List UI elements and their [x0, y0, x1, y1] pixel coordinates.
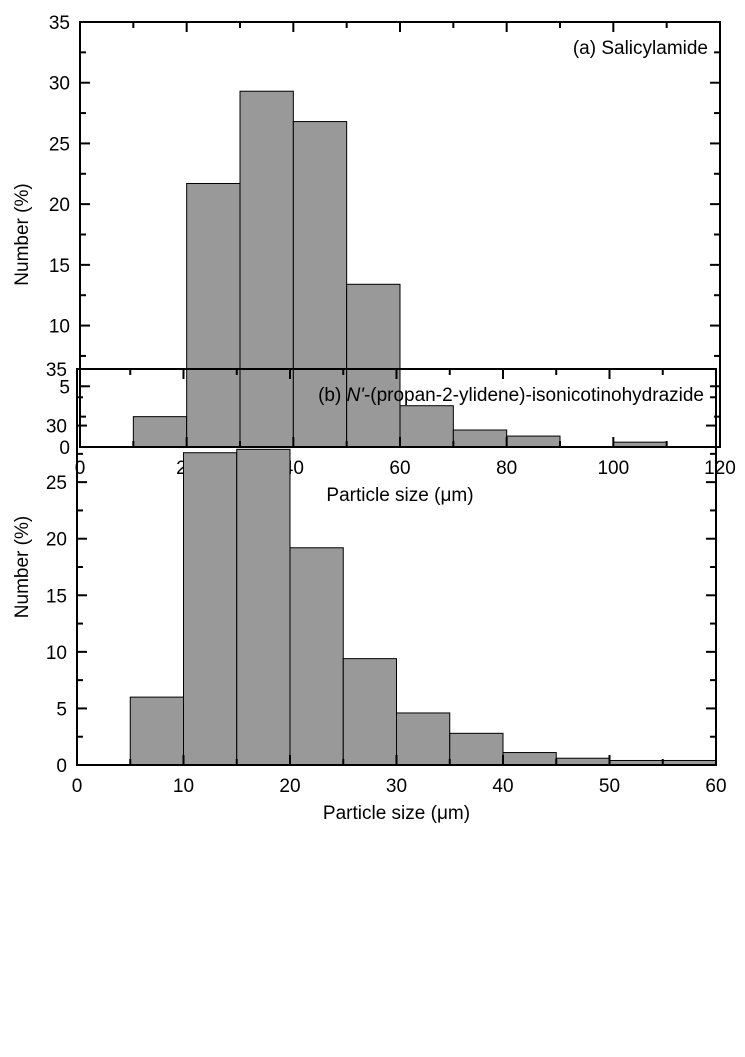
histogram-bar [236, 448, 291, 766]
x-tick-label: 120 [704, 458, 736, 479]
y-tick-label: 5 [59, 377, 70, 398]
y-tick-label: 25 [46, 473, 67, 494]
panel-annotation: (a) Salicylamide [573, 38, 708, 59]
x-tick-label: 0 [72, 776, 83, 797]
y-tick-label: 25 [49, 134, 70, 155]
histogram-bar [452, 429, 508, 448]
y-axis-title: Number (%) [12, 516, 33, 618]
histogram-bar [502, 752, 557, 766]
histogram-bar [555, 757, 610, 766]
x-tick-label: 50 [599, 776, 620, 797]
y-tick-label: 5 [56, 699, 67, 720]
histogram-bar [396, 712, 451, 766]
histogram-bar [186, 183, 241, 448]
chart-panel-a: 05101520253035020406080100120Particle si… [12, 13, 736, 506]
y-tick-label: 0 [59, 438, 70, 459]
histogram-bar [289, 547, 344, 766]
x-tick-label: 80 [496, 458, 517, 479]
histogram-bar [346, 283, 401, 448]
y-tick-label: 30 [46, 417, 67, 438]
y-tick-label: 35 [46, 360, 67, 381]
x-axis-title: Particle size (μm) [326, 485, 473, 506]
y-tick-label: 0 [56, 756, 67, 777]
histogram-bar [449, 732, 504, 766]
x-tick-label: 0 [75, 458, 86, 479]
y-tick-label: 35 [49, 13, 70, 34]
y-tick-label: 20 [46, 530, 67, 551]
histogram-bar [129, 696, 184, 766]
y-tick-label: 10 [46, 643, 67, 664]
histogram-bar [506, 435, 561, 448]
y-axis-title: Number (%) [12, 183, 33, 285]
x-tick-label: 40 [492, 776, 513, 797]
y-tick-label: 20 [49, 195, 70, 216]
histogram-bar [183, 452, 238, 766]
y-tick-label: 15 [49, 256, 70, 277]
x-axis-title: Particle size (μm) [323, 803, 470, 824]
x-tick-label: 30 [386, 776, 407, 797]
histogram-bar [342, 658, 397, 766]
x-tick-label: 10 [173, 776, 194, 797]
panel-annotation: (b) N'-(propan-2-ylidene)-isonicotinohyd… [318, 385, 704, 406]
histogram-bar [239, 90, 294, 448]
y-tick-label: 10 [49, 317, 70, 338]
histogram-bar [292, 121, 348, 448]
y-tick-label: 30 [49, 74, 70, 95]
x-tick-label: 60 [389, 458, 410, 479]
y-tick-label: 15 [46, 586, 67, 607]
histogram-bar [399, 405, 454, 448]
histogram-bar [132, 416, 188, 448]
x-tick-label: 60 [705, 776, 726, 797]
x-tick-label: 20 [279, 776, 300, 797]
x-tick-label: 100 [597, 458, 629, 479]
